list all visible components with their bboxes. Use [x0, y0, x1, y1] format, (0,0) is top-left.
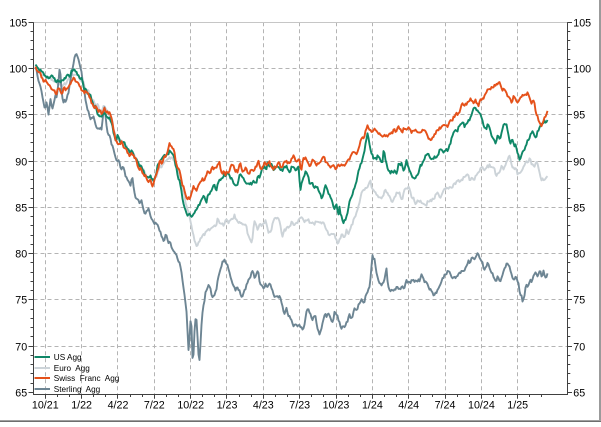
- svg-text:90: 90: [573, 156, 585, 168]
- svg-text:95: 95: [15, 109, 27, 121]
- svg-text:10/21: 10/21: [32, 400, 59, 412]
- svg-text:1/23: 1/23: [217, 400, 238, 412]
- svg-text:Sterling Agg: Sterling Agg: [54, 385, 101, 394]
- svg-text:100: 100: [573, 63, 591, 75]
- svg-text:Swiss Franc Agg: Swiss Franc Agg: [54, 374, 120, 383]
- svg-text:90: 90: [15, 156, 27, 168]
- svg-text:70: 70: [15, 341, 27, 353]
- svg-text:4/23: 4/23: [253, 400, 274, 412]
- svg-text:85: 85: [15, 202, 27, 214]
- svg-text:4/22: 4/22: [108, 400, 129, 412]
- svg-text:65: 65: [15, 387, 27, 399]
- svg-text:75: 75: [15, 294, 27, 306]
- svg-text:80: 80: [15, 248, 27, 260]
- svg-text:7/23: 7/23: [289, 400, 310, 412]
- svg-text:75: 75: [573, 294, 585, 306]
- svg-text:4/24: 4/24: [398, 400, 419, 412]
- svg-text:Euro Agg: Euro Agg: [54, 364, 90, 373]
- svg-text:65: 65: [573, 387, 585, 399]
- svg-text:1/24: 1/24: [362, 400, 383, 412]
- svg-text:100: 100: [9, 63, 27, 75]
- svg-text:7/24: 7/24: [435, 400, 456, 412]
- svg-text:85: 85: [573, 202, 585, 214]
- svg-text:105: 105: [573, 17, 591, 29]
- svg-text:10/24: 10/24: [468, 400, 495, 412]
- svg-text:10/22: 10/22: [177, 400, 204, 412]
- svg-text:95: 95: [573, 109, 585, 121]
- svg-text:70: 70: [573, 341, 585, 353]
- svg-text:US Agg: US Agg: [54, 353, 82, 362]
- svg-text:10/23: 10/23: [323, 400, 350, 412]
- svg-text:1/25: 1/25: [507, 400, 528, 412]
- svg-text:105: 105: [9, 17, 27, 29]
- svg-text:80: 80: [573, 248, 585, 260]
- svg-text:1/22: 1/22: [71, 400, 92, 412]
- svg-text:7/22: 7/22: [144, 400, 165, 412]
